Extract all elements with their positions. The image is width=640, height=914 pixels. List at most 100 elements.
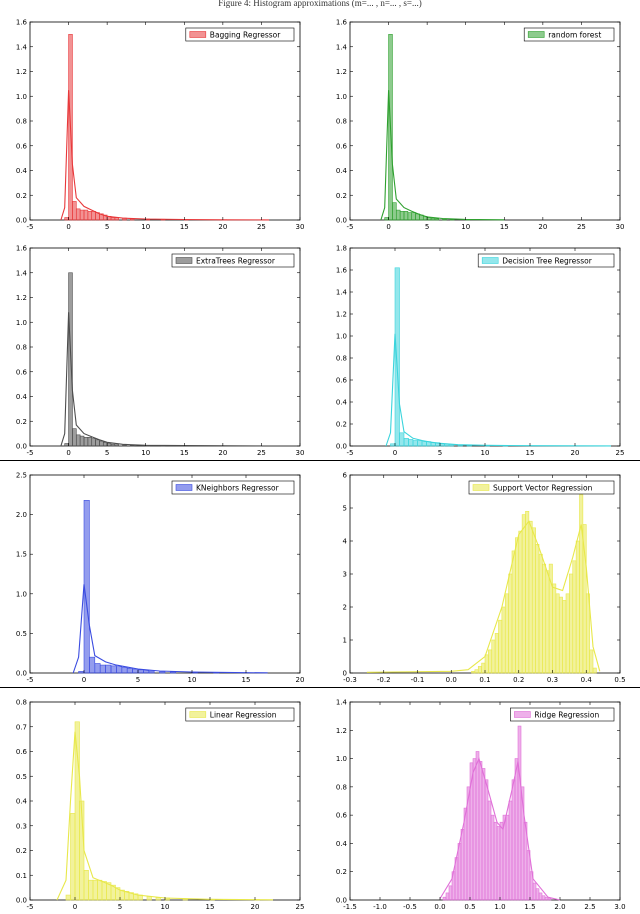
histogram-bar [400, 433, 405, 446]
histogram-bar [76, 209, 80, 220]
histogram-bar [391, 444, 396, 446]
y-tick-label: 5 [343, 505, 347, 513]
histogram-bar [133, 669, 138, 673]
histogram-bar [559, 597, 562, 673]
y-tick-label: 2.0 [16, 511, 27, 519]
histogram-bar [88, 211, 92, 220]
y-tick-label: 0.8 [336, 118, 347, 126]
histogram-bar [461, 829, 464, 900]
histogram-bar [497, 826, 500, 900]
y-tick-label: 0.8 [336, 355, 347, 363]
histogram-bar [99, 441, 103, 446]
histogram-bar [515, 538, 518, 673]
histogram-bar [431, 218, 435, 220]
histogram-bar [580, 495, 583, 673]
legend-linear-regression: Linear Regression [186, 708, 294, 721]
y-tick-label: 1.8 [336, 245, 347, 253]
histogram-bar [542, 896, 545, 900]
y-tick-label: 0.2 [336, 421, 347, 429]
x-tick-label: 5 [438, 449, 442, 457]
y-tick-label: 0.6 [16, 368, 28, 376]
x-tick-label: 1.0 [494, 903, 505, 911]
histogram-bar [512, 551, 515, 673]
histogram-bar [66, 895, 71, 900]
legend-swatch [190, 32, 206, 38]
histogram-bar [446, 893, 449, 900]
y-tick-label: 1.0 [16, 319, 27, 327]
histogram-bar [590, 650, 593, 673]
y-tick-label: 0.0 [336, 217, 347, 225]
histogram-bar [84, 870, 89, 900]
histogram-bar [593, 668, 596, 673]
y-tick-label: 1.4 [16, 43, 28, 51]
y-tick-label: 1.2 [336, 727, 347, 735]
histogram-bar [93, 880, 98, 900]
x-tick-label: -0.5 [403, 903, 417, 911]
histogram-bar [482, 663, 485, 673]
x-tick-label: -5 [347, 223, 354, 231]
y-tick-label: 0.6 [336, 812, 348, 820]
y-tick-label: 0.2 [336, 192, 347, 200]
histogram-bar [505, 594, 508, 673]
x-tick-label: 25 [296, 903, 305, 911]
x-tick-label: 5 [136, 676, 140, 684]
x-tick-label: -5 [347, 449, 354, 457]
histogram-bar [475, 670, 478, 673]
histogram-bar [485, 780, 488, 900]
y-tick-label: 0.8 [16, 344, 27, 352]
x-tick-label: 10 [161, 903, 170, 911]
histogram-bar [89, 880, 94, 900]
x-tick-label: -0.2 [377, 676, 391, 684]
histogram-bar [563, 600, 566, 673]
histogram-bar [79, 671, 84, 673]
y-tick-label: 1.6 [16, 19, 28, 27]
y-tick-label: 1.4 [336, 43, 348, 51]
x-tick-label: 15 [526, 449, 535, 457]
y-tick-label: 0.0 [336, 443, 347, 451]
histogram-bar [122, 667, 127, 673]
legend-swatch [190, 712, 206, 718]
y-tick-label: 2.5 [16, 472, 27, 480]
legend-kneighbors-regressor: KNeighbors Regressor [172, 481, 294, 494]
legend-extratrees-regressor: ExtraTrees Regressor [172, 254, 294, 267]
x-tick-label: 10 [188, 676, 197, 684]
histogram-bar [72, 429, 76, 446]
legend-ridge-regression: Ridge Regression [510, 708, 614, 721]
y-tick-label: 0.3 [16, 822, 27, 830]
histogram-bar [569, 574, 572, 673]
y-tick-label: 0.4 [16, 393, 28, 401]
x-tick-label: 25 [616, 449, 625, 457]
histogram-bar [111, 218, 115, 220]
y-tick-label: 1.2 [336, 68, 347, 76]
x-tick-label: 25 [257, 223, 266, 231]
y-tick-label: 1.0 [336, 93, 347, 101]
legend-swatch [514, 712, 530, 718]
x-tick-label: 0.4 [581, 676, 593, 684]
histogram-bar [130, 445, 134, 446]
histogram-bar [111, 444, 115, 446]
x-tick-label: 25 [257, 449, 266, 457]
histogram-bar [485, 655, 488, 673]
histogram-bar [103, 442, 107, 446]
histogram-bar [546, 571, 549, 673]
histogram-bar [435, 219, 439, 220]
y-tick-label: 0.6 [16, 748, 28, 756]
histogram-bar [65, 444, 69, 446]
x-tick-label: 0.5 [614, 676, 625, 684]
x-tick-label: 0 [82, 676, 86, 684]
y-tick-label: 0.8 [336, 783, 347, 791]
histogram-bar [509, 801, 512, 900]
histogram-bar [488, 801, 491, 900]
histogram-bar [395, 268, 400, 446]
legend-swatch [482, 258, 498, 264]
x-tick-label: 0 [393, 449, 397, 457]
x-tick-label: -5 [27, 676, 34, 684]
y-tick-label: 0.0 [16, 897, 27, 905]
y-tick-label: 1.0 [16, 590, 27, 598]
x-tick-label: 0 [66, 449, 70, 457]
legend-label: KNeighbors Regressor [196, 484, 280, 493]
